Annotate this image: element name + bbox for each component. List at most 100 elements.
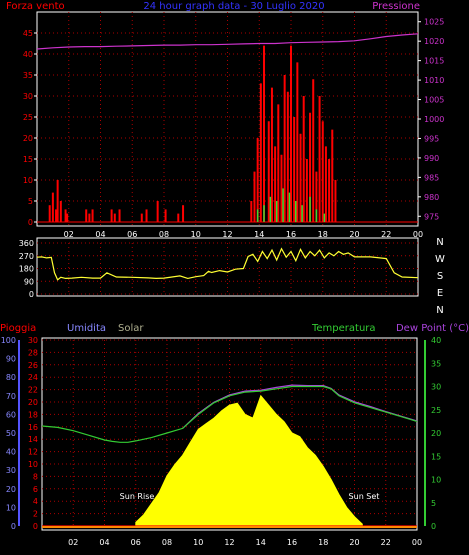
humidity-y-tick-label: 20 <box>6 485 16 494</box>
pressure-y-tick-label: 995 <box>424 134 439 143</box>
rain-y-tick-label: 12 <box>28 448 38 457</box>
pressure-label: Pressione <box>372 1 420 12</box>
direction-y-tick-label: 180 <box>19 265 34 274</box>
temperature-x-tick-label: 22 <box>381 538 391 547</box>
wind-x-tick-label: 06 <box>127 230 137 239</box>
sunrise-annotation: Sun Rise <box>120 492 155 501</box>
temperature-label: Temperatura <box>311 323 376 334</box>
rain-y-tick-label: 8 <box>33 472 38 481</box>
sunset-annotation: Sun Set <box>349 492 380 501</box>
compass-label: E <box>437 288 443 299</box>
wind-x-tick-label: 08 <box>159 230 169 239</box>
wind-x-tick-label: 14 <box>254 230 264 239</box>
pressure-line <box>36 33 419 50</box>
temperature-x-tick-label: 08 <box>162 538 172 547</box>
pressure-y-tick-label: 990 <box>424 154 439 163</box>
pressure-y-tick-label: 1005 <box>424 96 444 105</box>
rain-y-tick-label: 24 <box>28 373 38 382</box>
wind-y-tick-label: 35 <box>23 71 33 80</box>
temperature-line <box>41 385 418 443</box>
wind-x-tick-label: 22 <box>381 230 391 239</box>
temperature-x-tick-label: 04 <box>99 538 109 547</box>
wind-y-tick-label: 0 <box>28 218 33 227</box>
rain-y-tick-label: 28 <box>28 348 38 357</box>
solar-area <box>135 394 363 527</box>
temperature-y-tick-label: 0 <box>431 522 436 531</box>
wind-x-tick-label: 16 <box>286 230 296 239</box>
rain-label: Pioggia <box>0 323 36 334</box>
rain-y-tick-label: 26 <box>28 361 38 370</box>
humidity-label: Umidita <box>67 323 106 334</box>
humidity-y-tick-label: 30 <box>6 466 16 475</box>
wind-y-tick-label: 25 <box>23 113 33 122</box>
wind-direction-marks <box>36 247 419 281</box>
temperature-x-tick-label: 20 <box>349 538 359 547</box>
compass-label: W <box>435 254 445 265</box>
wind-x-tick-label: 10 <box>191 230 201 239</box>
pressure-y-tick-label: 1010 <box>424 76 444 85</box>
pressure-y-tick-label: 1020 <box>424 37 444 46</box>
wind-y-tick-label: 15 <box>23 155 33 164</box>
rain-y-tick-label: 2 <box>33 510 38 519</box>
wind-y-tick-label: 5 <box>28 197 33 206</box>
pressure-y-tick-label: 1025 <box>424 18 444 27</box>
rain-y-tick-label: 30 <box>28 336 38 345</box>
rain-y-tick-label: 0 <box>33 522 38 531</box>
humidity-y-tick-label: 90 <box>6 355 16 364</box>
direction-y-tick-label: 270 <box>19 252 34 261</box>
humidity-y-tick-label: 100 <box>1 336 16 345</box>
wind-pressure-marks <box>36 33 419 223</box>
pressure-y-tick-label: 975 <box>424 212 439 221</box>
rain-y-tick-label: 22 <box>28 386 38 395</box>
wind-x-tick-label: 04 <box>95 230 105 239</box>
temperature-x-tick-label: 06 <box>131 538 141 547</box>
humidity-y-tick-label: 50 <box>6 429 16 438</box>
temperature-y-tick-label: 20 <box>431 429 441 438</box>
temperature-x-tick-label: 10 <box>193 538 203 547</box>
temperature-axes: 0246810121416182022242628300102030405060… <box>1 336 441 547</box>
humidity-y-tick-label: 0 <box>11 522 16 531</box>
wind-y-tick-label: 20 <box>23 134 33 143</box>
temperature-y-tick-label: 5 <box>431 499 436 508</box>
rain-y-tick-label: 20 <box>28 398 38 407</box>
pressure-y-tick-label: 1000 <box>424 115 444 124</box>
wind-speed-label: Forza vento <box>6 1 65 12</box>
wind-x-tick-label: 12 <box>222 230 232 239</box>
temperature-y-tick-label: 40 <box>431 336 441 345</box>
temperature-x-tick-label: 00 <box>412 538 422 547</box>
temperature-x-tick-label: 16 <box>287 538 297 547</box>
pressure-y-tick-label: 980 <box>424 193 439 202</box>
humidity-y-tick-label: 60 <box>6 410 16 419</box>
direction-y-tick-label: 360 <box>19 239 34 248</box>
wind-x-tick-label: 00 <box>413 230 423 239</box>
wind-y-tick-label: 40 <box>23 50 33 59</box>
wind-y-tick-label: 45 <box>23 29 33 38</box>
solar-label: Solar <box>118 323 144 334</box>
compass-label: N <box>436 237 443 248</box>
rain-y-tick-label: 16 <box>28 423 38 432</box>
wind-pressure-axes: 0510152025303540459759809859909951000100… <box>23 18 445 239</box>
temperature-y-tick-label: 30 <box>431 383 441 392</box>
wind-x-tick-label: 20 <box>349 230 359 239</box>
rain-y-tick-label: 14 <box>28 435 38 444</box>
wind-x-tick-label: 18 <box>318 230 328 239</box>
wind-pressure-frame <box>36 11 419 227</box>
temperature-y-tick-label: 35 <box>431 359 441 368</box>
direction-y-tick-label: 90 <box>24 277 34 286</box>
temperature-x-tick-label: 02 <box>68 538 78 547</box>
humidity-y-tick-label: 70 <box>6 392 16 401</box>
wind-y-tick-label: 10 <box>23 176 33 185</box>
humidity-y-tick-label: 10 <box>6 503 16 512</box>
dewpoint-label: Dew Point (°C) <box>396 323 469 334</box>
temperature-y-tick-label: 10 <box>431 476 441 485</box>
direction-y-tick-label: 0 <box>29 290 34 299</box>
rain-y-tick-label: 10 <box>28 460 38 469</box>
temperature-marks <box>41 384 418 528</box>
temperature-x-tick-label: 18 <box>318 538 328 547</box>
humidity-y-tick-label: 80 <box>6 373 16 382</box>
compass-label: S <box>437 271 443 282</box>
pressure-y-tick-label: 1015 <box>424 57 444 66</box>
